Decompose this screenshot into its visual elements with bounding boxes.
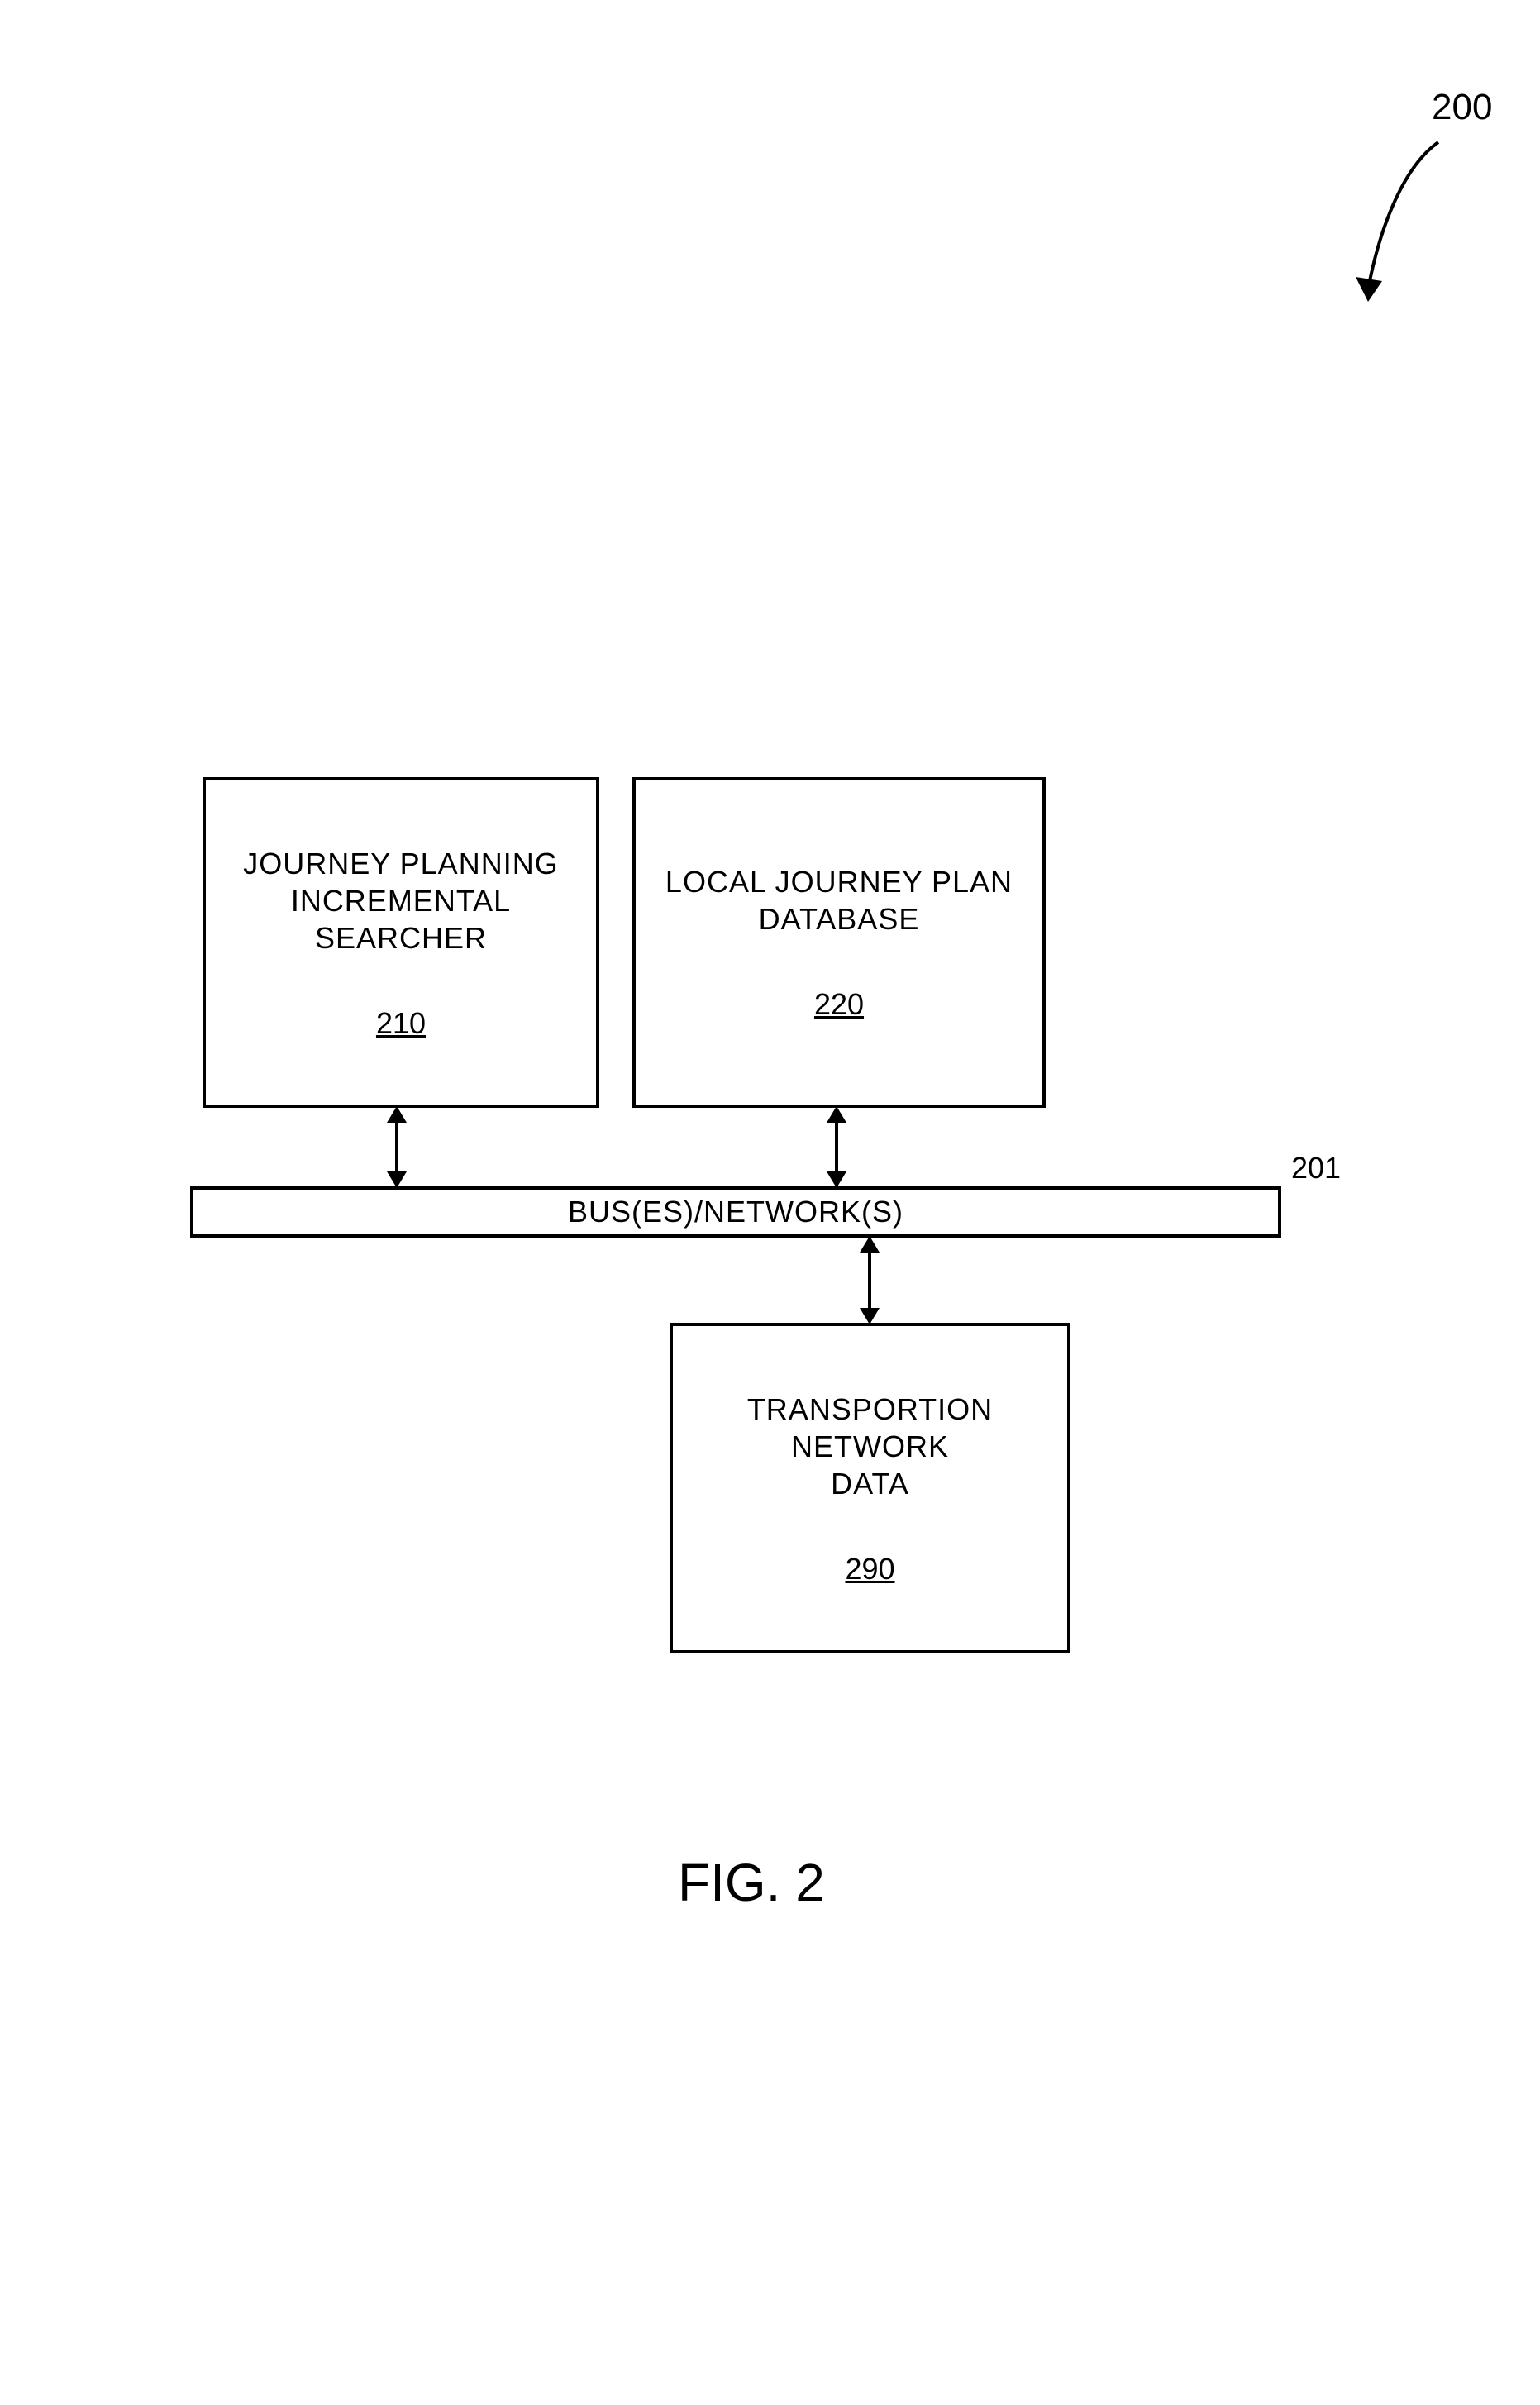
bus-label: BUS(ES)/NETWORK(S) [568, 1195, 903, 1229]
searcher-ref: 210 [376, 1006, 426, 1041]
node-searcher: JOURNEY PLANNING INCREMENTAL SEARCHER 21… [203, 777, 599, 1108]
localdb-line1: LOCAL JOURNEY PLAN [665, 863, 1013, 900]
searcher-line3: SEARCHER [243, 919, 558, 957]
arrow-searcher-bus [380, 1106, 413, 1188]
searcher-line2: INCREMENTAL [243, 882, 558, 919]
localdb-ref: 220 [814, 987, 864, 1022]
ref-overall: 200 [1432, 87, 1492, 128]
bus-ref: 201 [1291, 1151, 1341, 1186]
tnd-line2: NETWORK [747, 1428, 993, 1465]
arrow-localdb-bus [820, 1106, 853, 1188]
node-tnd: TRANSPORTION NETWORK DATA 290 [670, 1323, 1070, 1653]
arrow-bus-tnd [853, 1236, 886, 1324]
leader-curve-200 [1323, 132, 1488, 347]
figure-label: FIG. 2 [678, 1852, 825, 1913]
bus-bar: BUS(ES)/NETWORK(S) [190, 1186, 1281, 1238]
tnd-line1: TRANSPORTION [747, 1391, 993, 1428]
diagram-stage: 200 JOURNEY PLANNING INCREMENTAL SEARCHE… [0, 0, 1540, 2405]
localdb-line2: DATABASE [665, 900, 1013, 938]
searcher-line1: JOURNEY PLANNING [243, 845, 558, 882]
node-localdb: LOCAL JOURNEY PLAN DATABASE 220 [632, 777, 1046, 1108]
tnd-line3: DATA [747, 1465, 993, 1502]
tnd-ref: 290 [845, 1552, 894, 1587]
